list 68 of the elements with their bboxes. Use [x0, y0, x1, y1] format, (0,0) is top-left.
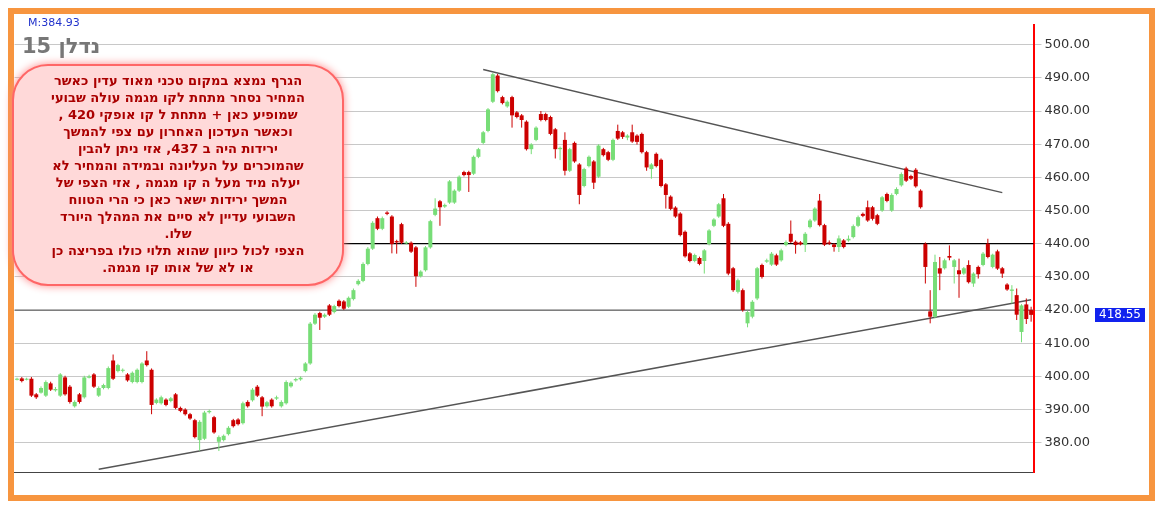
candlestick — [788, 220, 793, 244]
y-tick-label: 500.00 — [1044, 36, 1091, 52]
y-tick-label: 390.00 — [1044, 400, 1091, 416]
candlestick — [995, 249, 1000, 271]
y-tick-label: 440.00 — [1044, 235, 1091, 251]
candlestick — [1014, 288, 1019, 321]
candlestick — [985, 238, 990, 259]
y-tick-label: 470.00 — [1044, 135, 1091, 151]
candlestick — [1024, 297, 1029, 325]
candlestick — [361, 261, 366, 283]
text: הגרף נמצא במקום טכני מאוד עדין כאשר המחיר נסחר מתחת לקו מגמה עולה שבועי שמופיע כאן + מתחת ל קו אופקי 420 , וכאשר העדכון האחרון עם צפי להמשך ירידות היה ב 437, אזי ניתן להבין שהמוכרים על העליונה ובמידה והמחיר לא יעלה מיד מעל ה קו מגמה , אזי הצפי של המשך ירידות ישאר כאן כי הרי הטווח השבועי עדיין לא סיים את המהלך היורד שלו. הצפי לכול כיוון שהוא תלוי כולו בפריצה כן או לא של אותו קו מגמה. — [51, 73, 305, 275]
candlestick — [822, 223, 827, 247]
candlestick — [510, 95, 515, 129]
y-tick-label: 410.00 — [1044, 334, 1091, 350]
y-tick-label: 490.00 — [1044, 69, 1091, 85]
y-tick-label: 430.00 — [1044, 268, 1091, 284]
candlestick — [740, 288, 745, 313]
candlestick — [240, 401, 245, 425]
candlestick — [471, 154, 476, 176]
y-tick-label: 480.00 — [1044, 102, 1091, 118]
candlestick — [433, 197, 438, 217]
candlestick — [913, 167, 918, 189]
candlestick — [923, 241, 928, 285]
candlestick — [365, 246, 370, 266]
candlestick — [783, 239, 788, 247]
candlestick — [466, 170, 471, 193]
annotation: M:384.93 — [28, 16, 80, 29]
candlestick — [952, 258, 957, 285]
candlestick — [832, 242, 837, 253]
candlestick — [928, 289, 933, 324]
candlestick — [399, 222, 404, 245]
candlestick — [889, 192, 894, 213]
text: 418.55 — [1099, 307, 1141, 321]
candlestick — [639, 132, 644, 154]
candlestick — [836, 234, 841, 253]
y-tick-label: 450.00 — [1044, 201, 1091, 217]
candlestick — [591, 159, 596, 190]
candlestick — [260, 395, 265, 417]
candlestick — [572, 141, 577, 164]
candlestick — [630, 124, 635, 144]
candlestick — [966, 259, 971, 285]
candlestick — [610, 138, 615, 162]
candlestick — [192, 418, 197, 439]
y-tick-label: 460.00 — [1044, 168, 1091, 184]
candlestick — [702, 248, 707, 275]
candlestick — [111, 354, 116, 381]
candlestick — [486, 107, 491, 133]
candlestick — [437, 199, 442, 227]
candlestick — [937, 256, 942, 291]
y-tick-label: 400.00 — [1044, 367, 1091, 383]
candlestick — [106, 365, 111, 390]
candlestick — [423, 245, 428, 273]
candlestick — [29, 376, 34, 398]
candlestick — [918, 188, 923, 210]
y-tick-label: 420.00 — [1044, 301, 1091, 317]
candlestick — [957, 258, 962, 299]
candlestick — [750, 299, 755, 319]
candlestick — [803, 231, 808, 253]
candlestick — [495, 73, 500, 93]
candlestick — [582, 167, 587, 188]
candlestick — [82, 375, 87, 400]
candlestick — [567, 147, 572, 173]
candlestick — [139, 361, 144, 384]
text: נדלן 15 — [22, 34, 101, 58]
candlestick — [644, 150, 649, 172]
candlestick — [447, 179, 452, 205]
y-tick-label: 380.00 — [1044, 434, 1091, 450]
candlestick — [317, 311, 322, 331]
